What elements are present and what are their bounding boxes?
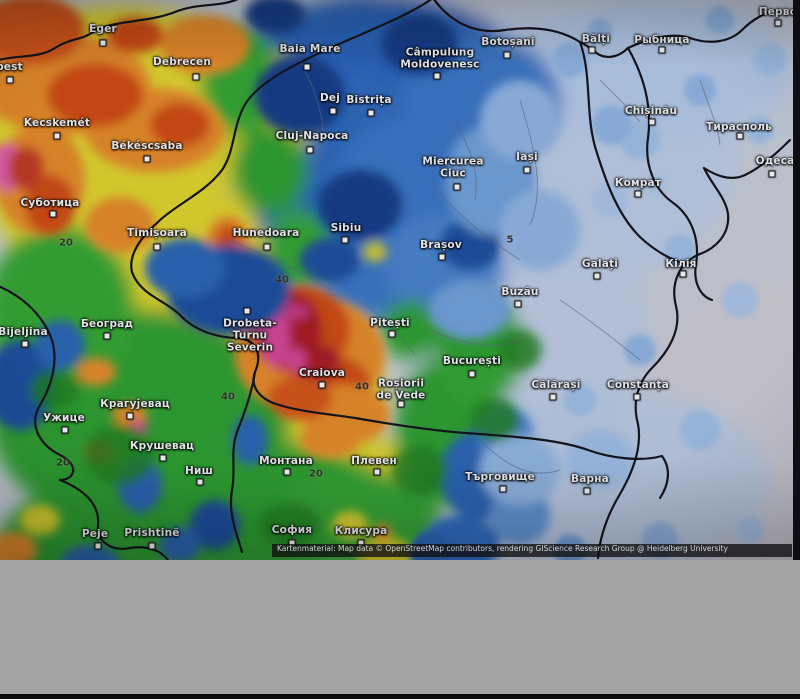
right-edge-strip: [793, 0, 800, 560]
precipitation-map[interactable]: BudapestEgerDebrecenKecskemétBékéscsabaB…: [0, 0, 800, 560]
bottom-edge-strip: [0, 694, 800, 699]
map-attribution: Kartenmaterial: Map data © OpenStreetMap…: [272, 544, 792, 557]
map-art: [0, 0, 800, 560]
legend-panel: Accumulated total precipitation (mm) i F…: [0, 560, 800, 694]
weather-map-screenshot: BudapestEgerDebrecenKecskemétBékéscsabaB…: [0, 0, 800, 699]
